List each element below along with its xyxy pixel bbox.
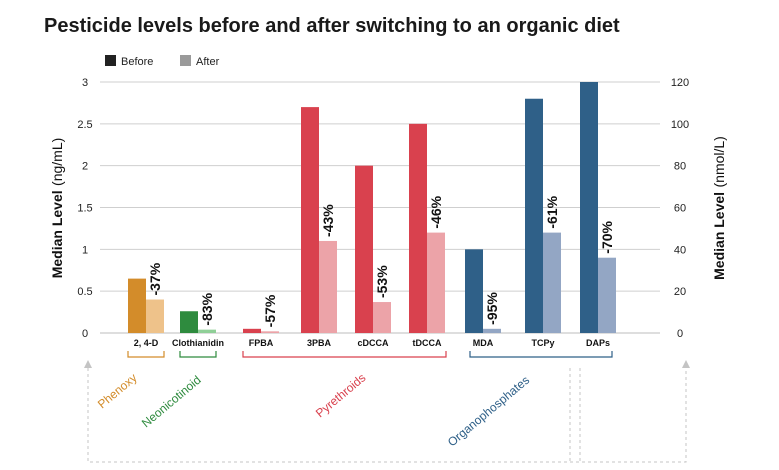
bar-before — [525, 98, 543, 333]
group-label: Organophosphates — [445, 373, 532, 449]
legend-swatch-after — [180, 55, 191, 66]
legend: Before After — [105, 55, 220, 68]
percent-change-label: -53% — [374, 265, 390, 298]
percent-change-labels: -37% -83% -57% -43% -53% -46% -95% -61% -70% — [147, 195, 615, 327]
category-label: TCPy — [531, 338, 554, 348]
category-labels: 2, 4-D Clothianidin FPBA 3PBA cDCCA tDCCA MDA T… — [134, 338, 610, 348]
y-axis-left-ticks: 0 0.5 1 1.5 2 2.5 3 — [77, 77, 92, 340]
bar-after — [427, 232, 445, 333]
group-bracket — [469, 351, 613, 358]
bar-after — [598, 257, 616, 333]
group-bracket — [127, 351, 165, 358]
y-axis-left-title-unit: (ng/mL) — [49, 138, 65, 186]
y-right-tick-label: 120 — [671, 77, 689, 89]
arrow-left-icon — [84, 360, 92, 368]
group-brackets: Phenoxy Neonicotinoid Pyrethroids Organopho… — [95, 351, 613, 449]
y-axis-right-ticks: 0 20 40 60 80 100 120 — [671, 77, 689, 340]
chart-title: Pesticide levels before and after switch… — [44, 15, 620, 37]
y-axis-right-title-unit: (nmol/L) — [711, 136, 727, 187]
group-label: Pyrethroids — [313, 371, 369, 421]
y-left-tick-label: 1.5 — [77, 203, 92, 215]
bar-after — [483, 328, 501, 333]
group-bracket — [179, 351, 217, 358]
y-right-tick-label: 40 — [674, 244, 686, 256]
percent-change-label: -83% — [199, 292, 215, 325]
bar-before — [301, 107, 319, 333]
y-left-tick-label: 1 — [82, 244, 88, 256]
group-bracket — [242, 351, 447, 358]
bar-after — [543, 232, 561, 333]
bar-after — [261, 331, 279, 333]
y-right-tick-label: 100 — [671, 119, 689, 131]
percent-change-label: -37% — [147, 262, 163, 295]
bar-before — [180, 311, 198, 333]
group-label: Phenoxy — [95, 371, 140, 412]
bars — [128, 82, 616, 333]
y-axis-left-title: Median Level (ng/mL) — [49, 138, 66, 279]
bar-after — [198, 329, 216, 333]
group-label: Neonicotinoid — [139, 373, 204, 430]
y-right-tick-label: 80 — [674, 161, 686, 173]
bar-before — [355, 165, 373, 333]
y-left-tick-label: 0.5 — [77, 286, 92, 298]
percent-change-label: -70% — [599, 220, 615, 253]
category-label: tDCCA — [413, 338, 442, 348]
dashed-outer-frame — [87, 368, 687, 463]
y-right-tick-label: 60 — [674, 203, 686, 215]
y-left-tick-label: 0 — [82, 328, 88, 340]
category-label: 3PBA — [307, 338, 332, 348]
legend-label-before: Before — [121, 56, 153, 68]
bar-before — [128, 278, 146, 333]
legend-label-after: After — [196, 56, 220, 68]
bar-after — [146, 299, 164, 333]
percent-change-label: -61% — [544, 195, 560, 228]
percent-change-label: -46% — [428, 195, 444, 228]
category-label: 2, 4-D — [134, 338, 159, 348]
bar-after — [373, 302, 391, 333]
bar-before — [243, 328, 261, 333]
category-label: DAPs — [586, 338, 610, 348]
gridlines — [100, 81, 660, 334]
bar-before — [580, 82, 598, 333]
legend-swatch-before — [105, 55, 116, 66]
y-left-tick-label: 2 — [82, 161, 88, 173]
bar-before — [409, 123, 427, 333]
bar-after — [319, 240, 337, 333]
percent-change-label: -43% — [320, 204, 336, 237]
y-left-tick-label: 3 — [82, 77, 88, 89]
bar-before — [465, 249, 483, 333]
y-left-tick-label: 2.5 — [77, 119, 92, 131]
percent-change-label: -95% — [484, 292, 500, 325]
y-axis-right-title-main: Median Level — [711, 192, 727, 280]
dashed-guides — [84, 360, 690, 463]
y-right-tick-label: 0 — [677, 328, 683, 340]
category-label: MDA — [473, 338, 494, 348]
y-axis-right-title: Median Level (nmol/L) — [711, 136, 728, 280]
category-label: Clothianidin — [172, 338, 224, 348]
y-axis-left-title-main: Median Level — [49, 190, 65, 278]
category-label: FPBA — [249, 338, 274, 348]
y-right-tick-label: 20 — [674, 286, 686, 298]
category-label: cDCCA — [357, 338, 389, 348]
arrow-right-icon — [682, 360, 690, 368]
percent-change-label: -57% — [262, 294, 278, 327]
